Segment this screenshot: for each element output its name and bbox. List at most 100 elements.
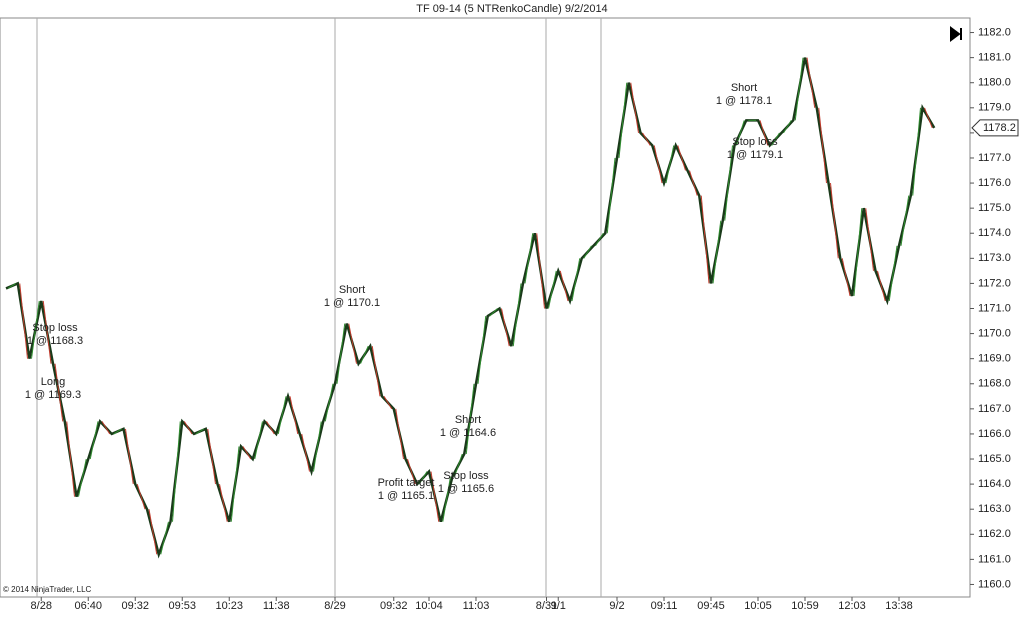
renko-brick-edge bbox=[230, 446, 240, 522]
renko-brick-edge bbox=[348, 323, 357, 364]
y-tick-label: 1177.0 bbox=[978, 152, 1011, 164]
renko-brick-edge bbox=[407, 458, 416, 485]
x-tick-label: 10:05 bbox=[744, 600, 772, 612]
renko-brick-edge bbox=[313, 421, 322, 472]
renko-brick-edge bbox=[783, 120, 792, 134]
renko-brick-edge bbox=[900, 195, 910, 246]
y-tick-label: 1165.0 bbox=[978, 453, 1011, 465]
renko-brick-edge bbox=[195, 428, 205, 435]
scroll-end-button[interactable] bbox=[950, 26, 962, 42]
y-tick-label: 1168.0 bbox=[978, 378, 1011, 390]
renko-brick-edge bbox=[489, 308, 498, 317]
renko-brick-edge bbox=[160, 521, 169, 555]
renko-brick-edge bbox=[7, 282, 17, 289]
renko-brick-edge bbox=[66, 421, 75, 497]
x-tick-label: 10:23 bbox=[215, 600, 243, 612]
renko-brick-edge bbox=[42, 300, 52, 364]
x-tick-label: 13:38 bbox=[885, 600, 913, 612]
renko-brick-edge bbox=[724, 145, 733, 221]
renko-brick-edge bbox=[595, 232, 604, 247]
renko-brick-edge bbox=[183, 421, 193, 435]
renko-brick-edge bbox=[841, 258, 851, 297]
renko-brick-edge bbox=[430, 471, 440, 522]
annotation-name: Short bbox=[731, 82, 757, 94]
x-tick-label: 09:45 bbox=[697, 600, 725, 612]
renko-brick-edge bbox=[512, 283, 522, 347]
renko-brick-edge bbox=[794, 57, 804, 121]
annotation-text: 1 @ 1170.1 bbox=[324, 297, 380, 309]
x-tick-label: 09:11 bbox=[651, 600, 678, 612]
x-tick-label: 11:03 bbox=[463, 600, 490, 612]
annotation-name: Short bbox=[455, 414, 481, 426]
renko-brick-edge bbox=[418, 471, 428, 485]
renko-brick-edge bbox=[125, 428, 134, 485]
x-tick-label: 8/31 bbox=[536, 600, 557, 612]
plot-area bbox=[0, 17, 971, 598]
x-tick-label: 8/29 bbox=[324, 600, 345, 612]
x-tick-label: 10:59 bbox=[791, 600, 819, 612]
renko-brick-edge bbox=[477, 315, 487, 384]
renko-brick-edge bbox=[700, 195, 710, 284]
renko-brick-edge bbox=[830, 183, 839, 259]
renko-brick-edge bbox=[101, 421, 111, 435]
annotation-text: 1 @ 1168.3 bbox=[27, 335, 83, 347]
renko-brick-edge bbox=[583, 245, 592, 259]
x-tick-label: 09:53 bbox=[168, 600, 196, 612]
renko-brick-edge bbox=[465, 383, 475, 455]
y-tick-label: 1171.0 bbox=[978, 302, 1011, 314]
renko-brick-edge bbox=[219, 484, 228, 522]
renko-brick-edge bbox=[266, 421, 275, 435]
renko-brick-edge bbox=[501, 308, 510, 347]
x-tick-label: 09:32 bbox=[121, 600, 149, 612]
renko-brick-edge bbox=[618, 82, 628, 159]
renko-brick-edge bbox=[818, 107, 827, 184]
renko-brick-edge bbox=[442, 476, 451, 522]
annotation-text: 1 @ 1164.6 bbox=[440, 427, 496, 439]
renko-brick-edge bbox=[454, 453, 463, 477]
annotation-text: 1 @ 1169.3 bbox=[25, 389, 81, 401]
last-price-label: 1178.2 bbox=[983, 122, 1016, 134]
y-tick-label: 1176.0 bbox=[978, 177, 1011, 189]
annotation-name: Stop loss bbox=[443, 470, 489, 482]
annotation-name: Stop loss bbox=[732, 136, 778, 148]
y-tick-label: 1172.0 bbox=[978, 277, 1011, 289]
annotation-text: 1 @ 1178.1 bbox=[716, 95, 772, 107]
chart-title: TF 09-14 (5 NTRenkoCandle) 9/2/2014 bbox=[416, 3, 607, 15]
y-tick-label: 1181.0 bbox=[978, 52, 1011, 64]
renko-brick-edge bbox=[277, 396, 287, 435]
annotation-name: Short bbox=[339, 284, 365, 296]
renko-brick-edge bbox=[524, 233, 534, 284]
x-tick-label: 12:03 bbox=[838, 600, 866, 612]
renko-brick-edge bbox=[301, 433, 310, 472]
y-tick-label: 1180.0 bbox=[978, 77, 1011, 89]
renko-brick-edge bbox=[559, 270, 569, 302]
renko-brick-edge bbox=[136, 483, 146, 510]
annotation-text: 1 @ 1165.6 bbox=[438, 483, 494, 495]
renko-brick-edge bbox=[771, 132, 780, 146]
x-tick-label: 9/1 bbox=[551, 600, 566, 612]
renko-brick-edge bbox=[336, 323, 346, 384]
renko-brick-edge bbox=[324, 383, 334, 422]
renko-brick-edge bbox=[78, 458, 87, 497]
annotation-name: Stop loss bbox=[32, 322, 78, 334]
y-tick-label: 1160.0 bbox=[978, 578, 1011, 590]
y-tick-label: 1179.0 bbox=[978, 102, 1011, 114]
y-tick-label: 1164.0 bbox=[978, 478, 1011, 490]
renko-brick-edge bbox=[254, 421, 263, 460]
renko-brick-edge bbox=[712, 220, 722, 284]
renko-brick-edge bbox=[536, 233, 545, 309]
renko-brick-edge bbox=[571, 258, 581, 302]
y-tick-label: 1161.0 bbox=[978, 553, 1011, 565]
copyright: © 2014 NinjaTrader, LLC bbox=[3, 585, 92, 594]
renko-brick-edge bbox=[924, 107, 933, 129]
renko-brick-edge bbox=[759, 120, 769, 146]
renko-brick-edge bbox=[736, 120, 745, 146]
renko-brick-edge bbox=[806, 57, 816, 108]
renko-brick-edge bbox=[912, 107, 921, 196]
annotation-name: Long bbox=[41, 376, 65, 388]
renko-brick-edge bbox=[89, 421, 99, 460]
x-tick-label: 11:38 bbox=[263, 600, 290, 612]
renko-brick-edge bbox=[207, 428, 216, 485]
y-tick-label: 1163.0 bbox=[978, 503, 1011, 515]
